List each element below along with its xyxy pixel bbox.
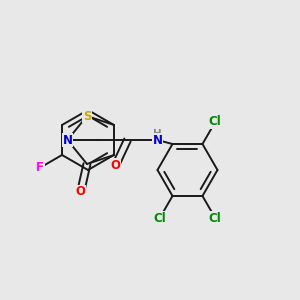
Text: H: H [153,129,162,139]
Text: O: O [76,185,86,198]
Text: S: S [83,110,91,122]
Text: N: N [152,134,163,146]
Text: N: N [62,134,73,146]
Text: F: F [36,161,44,174]
Text: Cl: Cl [209,116,222,128]
Text: Cl: Cl [153,212,166,225]
Text: Cl: Cl [209,212,222,225]
Text: O: O [110,159,121,172]
